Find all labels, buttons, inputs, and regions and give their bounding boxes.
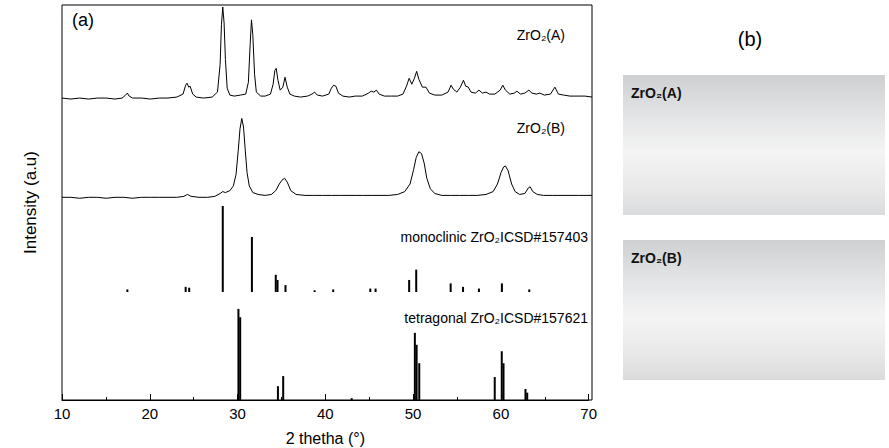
html-text:ZrO₂(B): ZrO₂(B): [631, 250, 682, 266]
html-text:(b): (b): [737, 28, 763, 50]
svg-text:40: 40: [317, 405, 334, 422]
svg-text:60: 60: [493, 405, 510, 422]
svg-text:70: 70: [580, 405, 597, 422]
svg-text:50: 50: [405, 405, 422, 422]
svg-text:tetragonal ZrO₂ICSD#157621: tetragonal ZrO₂ICSD#157621: [404, 310, 588, 326]
svg-text:10: 10: [54, 405, 71, 422]
svg-text:ZrO₂(A): ZrO₂(A): [517, 27, 565, 43]
svg-text:Intensity (a.u): Intensity (a.u): [21, 151, 40, 254]
svg-text:monoclinic ZrO₂ICSD#157403: monoclinic ZrO₂ICSD#157403: [400, 229, 588, 245]
svg-text:20: 20: [141, 405, 158, 422]
svg-text:(a): (a): [72, 10, 94, 30]
html-text:ZrO₂(A): ZrO₂(A): [631, 85, 682, 101]
svg-text:2 thetha (°): 2 thetha (°): [286, 430, 365, 447]
svg-text:ZrO₂(B): ZrO₂(B): [517, 120, 565, 136]
svg-text:30: 30: [229, 405, 246, 422]
